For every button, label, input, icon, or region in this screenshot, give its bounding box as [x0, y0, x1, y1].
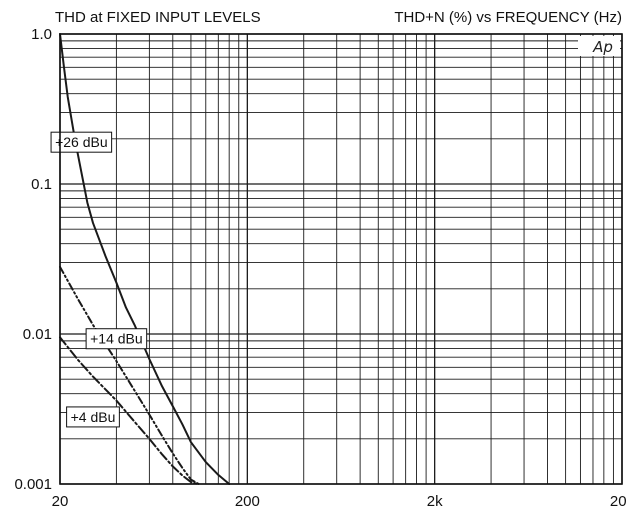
series-label-text: +14 dBu — [90, 331, 143, 347]
x-tick-label: 20k — [610, 493, 627, 510]
series-label-text: +26 dBu — [55, 134, 108, 150]
ap-badge: Ap — [578, 36, 620, 56]
annotation-layer: +26 dBu +14 dBu +4 dBu — [50, 131, 148, 428]
y-tick-label: 0.01 — [23, 326, 52, 343]
series-line-14-dbu — [59, 265, 200, 485]
y-tick-label: 0.001 — [14, 476, 52, 493]
chart-title-left: THD at FIXED INPUT LEVELS — [55, 9, 261, 26]
plot-frame — [59, 33, 623, 485]
ap-badge-text: Ap — [592, 38, 613, 56]
series-label-26-dbu: +26 dBu — [50, 131, 113, 153]
series-label-text: +4 dBu — [71, 409, 116, 425]
chart-title-right: THD+N (%) vs FREQUENCY (Hz) — [394, 9, 622, 26]
x-tick-labels: 20 200 2k 20k — [52, 493, 627, 510]
series-line-4-dbu — [59, 336, 199, 485]
y-tick-label: 0.1 — [31, 176, 52, 193]
series-label-14-dbu: +14 dBu — [85, 328, 148, 350]
x-tick-label: 2k — [427, 493, 443, 510]
x-tick-label: 200 — [235, 493, 260, 510]
minor-grid — [60, 34, 622, 484]
series-label-4-dbu: +4 dBu — [66, 406, 120, 428]
x-tick-label: 20 — [52, 493, 69, 510]
y-tick-label: 1.0 — [31, 26, 52, 43]
y-tick-labels: 1.0 0.1 0.01 0.001 — [14, 26, 52, 493]
